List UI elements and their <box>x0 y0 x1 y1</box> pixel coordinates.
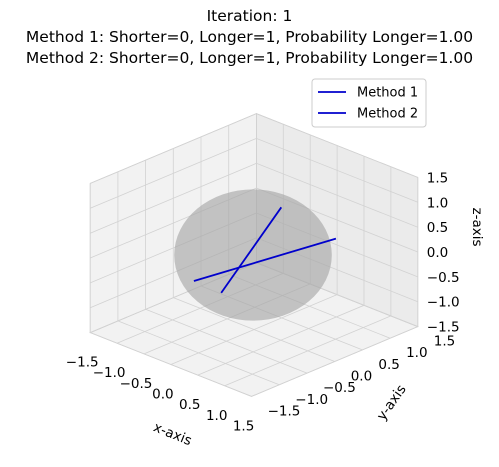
y-axis-label: y-axis <box>374 382 410 424</box>
y-tick-label-3: 0.0 <box>351 369 372 385</box>
x-axis-label: x-axis <box>151 419 194 449</box>
z-tick-label-4: 0.5 <box>427 220 448 236</box>
x-tick-label-6: 1.5 <box>233 418 254 434</box>
z-tick-label-0: −1.5 <box>427 320 460 336</box>
y-tick-label-6: 1.5 <box>434 334 455 350</box>
legend-label-method-1: Method 1 <box>357 86 418 101</box>
z-tick-label-3: 0.0 <box>427 245 448 261</box>
x-tick-label-5: 1.0 <box>206 408 227 424</box>
x-tick-label-2: −0.5 <box>120 376 153 392</box>
y-tick-label-4: 0.5 <box>378 357 399 373</box>
z-tick-label-1: −1.0 <box>427 295 460 311</box>
z-axis-label: z-axis <box>469 207 485 246</box>
x-tick-label-3: 0.0 <box>152 387 173 403</box>
z-tick-label-2: −0.5 <box>427 270 460 286</box>
z-tick-label-5: 1.0 <box>427 195 448 211</box>
sphere-surface <box>174 189 332 320</box>
y-tick-label-5: 1.0 <box>406 345 427 361</box>
sphere-layer <box>174 189 332 320</box>
legend: Method 1 Method 2 <box>312 79 426 127</box>
z-tick-label-6: 1.5 <box>427 170 448 186</box>
x-tick-label-4: 0.5 <box>179 397 200 413</box>
legend-label-method-2: Method 2 <box>357 107 418 122</box>
